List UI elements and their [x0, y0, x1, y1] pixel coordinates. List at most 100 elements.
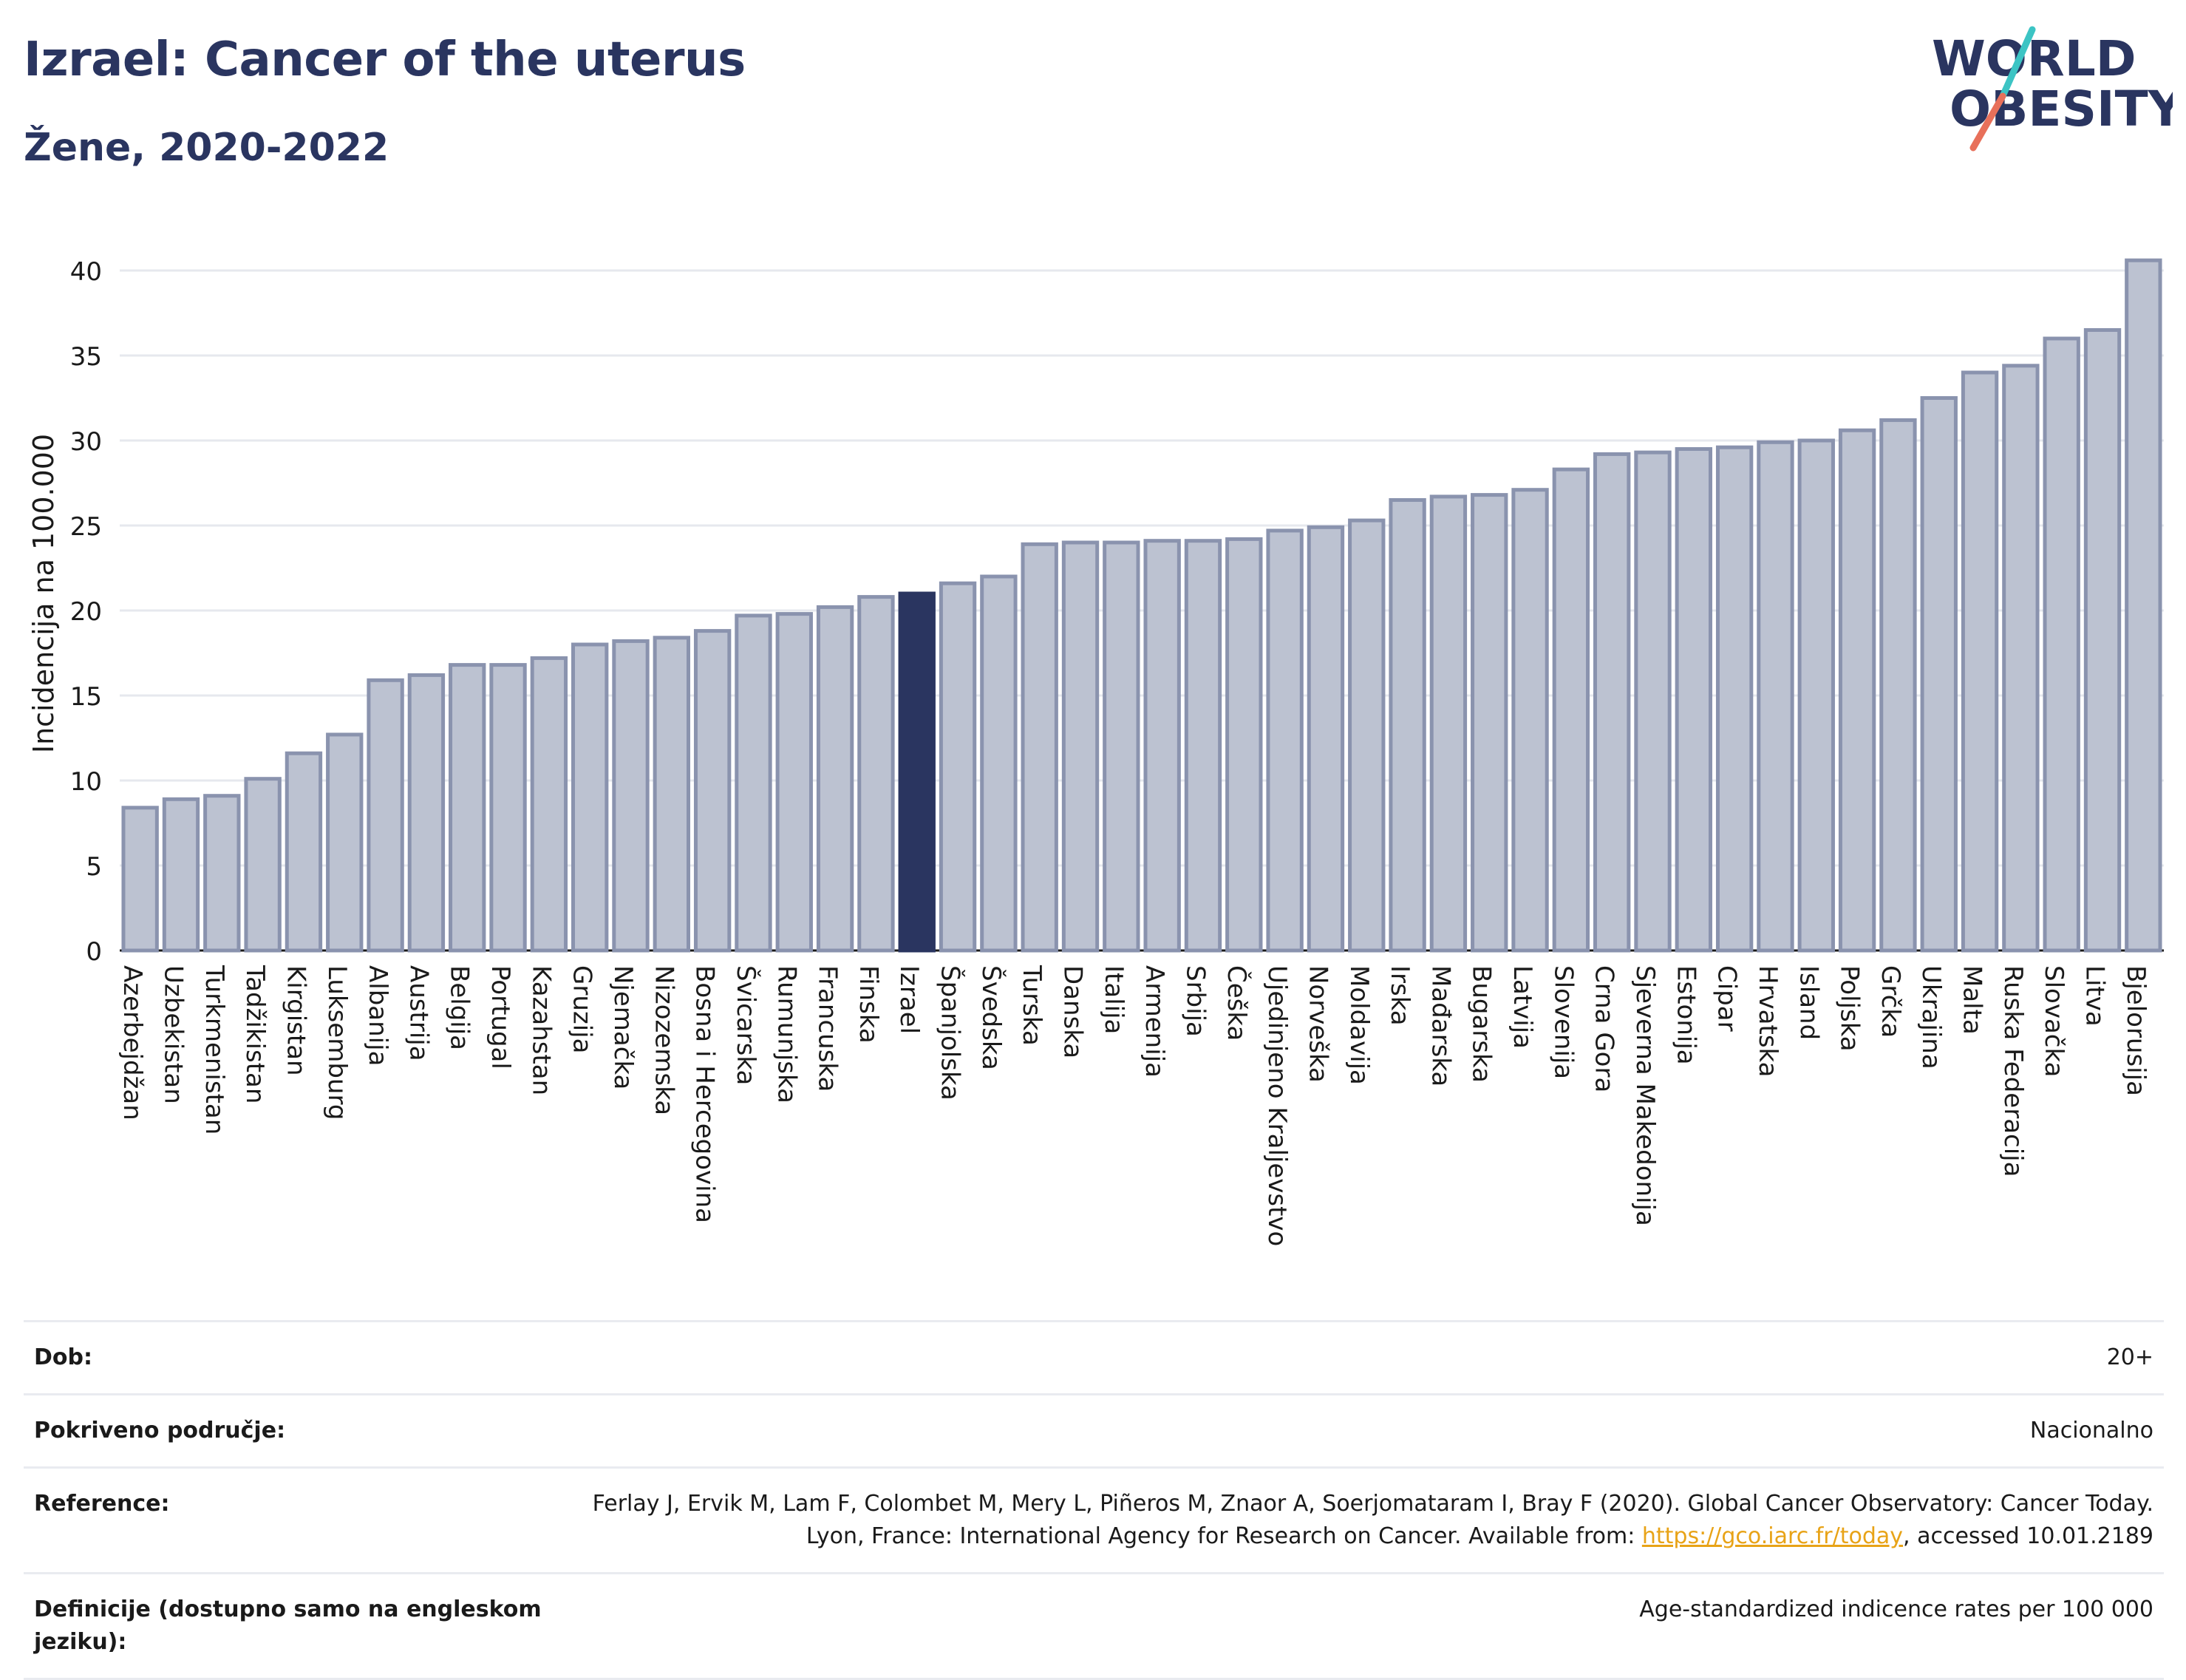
bar [285, 751, 323, 953]
bar [1103, 540, 1140, 953]
meta-row-age: Dob: 20+ [24, 1321, 2164, 1395]
x-tick-label: Švicarska [731, 965, 761, 1085]
logo-stripe-teal [1999, 26, 2036, 100]
world-obesity-logo: WORLD OBESITY [1932, 26, 2173, 152]
bar [693, 629, 732, 953]
x-tick-label: Bjelorusija [2121, 965, 2151, 1096]
bar [1348, 518, 1386, 953]
meta-row-definitions: Definicije (dostupno samo na engleskom j… [24, 1573, 2164, 1679]
x-tick-label: Mađarska [1426, 965, 1455, 1086]
bar [1021, 542, 1058, 953]
y-tick-label: 30 [70, 427, 102, 457]
x-tick-label: Malta [1958, 965, 1987, 1035]
y-tick-label: 0 [86, 937, 102, 967]
bar [1838, 428, 1876, 953]
bar [244, 777, 282, 953]
bar [2002, 364, 2040, 953]
bar [1634, 450, 1672, 953]
x-tick-label: Rumunjska [772, 965, 801, 1103]
bar [612, 639, 650, 953]
x-tick-label: Turkmenistan [200, 965, 229, 1135]
bar [653, 636, 691, 953]
bar [162, 797, 200, 953]
x-tick-label: Francuska [813, 965, 842, 1092]
x-tick-label: Uzbekistan [158, 965, 188, 1104]
bar [2125, 258, 2162, 953]
bar [816, 605, 854, 953]
reference-text: Ferlay J, Ervik M, Lam F, Colombet M, Me… [592, 1491, 2153, 1549]
x-tick-label: Azerbejdžan [118, 965, 147, 1120]
x-tick-label: Latvija [1508, 965, 1537, 1049]
meta-label: Reference: [34, 1491, 170, 1517]
bar [1389, 498, 1426, 953]
bar [1879, 418, 1917, 953]
x-tick-label: Grčka [1876, 965, 1905, 1038]
bar [1757, 440, 1794, 953]
bar [367, 678, 404, 953]
bar [203, 794, 241, 953]
bar [857, 595, 895, 953]
x-tick-label: Španjolska [936, 965, 966, 1101]
x-tick-label: Tadžikistan [240, 965, 270, 1103]
bar [1184, 539, 1222, 953]
x-tick-label: Luksemburg [322, 965, 352, 1120]
x-tick-label: Italija [1099, 965, 1128, 1034]
y-tick-label: 15 [70, 682, 102, 712]
x-tick-label: Ujedinjeno Kraljevstvo [1262, 965, 1292, 1246]
x-tick-label: Poljska [1835, 965, 1865, 1052]
bar [775, 612, 813, 953]
y-axis-label: Incidencija na 100.000 [27, 434, 60, 753]
bar [735, 613, 772, 953]
bar [2083, 328, 2122, 953]
bar [1920, 396, 1958, 953]
reference-suffix: , accessed 10.01.2189 [1903, 1523, 2153, 1549]
bar [1511, 488, 1549, 953]
meta-row-reference: Reference: Ferlay J, Ervik M, Lam F, Col… [24, 1467, 2164, 1574]
x-tick-label: Hrvatska [1753, 965, 1782, 1077]
x-tick-label: Njemačka [608, 965, 638, 1089]
bar [2043, 336, 2080, 953]
bar [1429, 494, 1468, 953]
bar [326, 732, 364, 953]
logo-word-world: WORLD [1932, 30, 2136, 87]
x-tick-label: Bugarska [1467, 965, 1497, 1083]
bar [1471, 493, 1508, 953]
meta-value: Ferlay J, Ervik M, Lam F, Colombet M, Me… [576, 1468, 2164, 1574]
x-tick-label: Danska [1058, 965, 1088, 1058]
logo-stripe-coral [1969, 92, 2006, 152]
bar [489, 663, 527, 953]
x-tick-label: Ruska Federacija [1998, 965, 2028, 1177]
meta-label: Pokriveno područje: [34, 1418, 286, 1443]
x-tick-label: Nizozemska [649, 965, 678, 1115]
x-tick-label: Estonija [1671, 965, 1700, 1065]
x-tick-label: Finska [854, 965, 883, 1044]
x-tick-label: Slovačka [2039, 965, 2068, 1077]
bar [1552, 467, 1590, 953]
x-tick-label: Albanija [363, 965, 392, 1066]
meta-value: Nacionalno [2029, 1418, 2153, 1443]
y-tick-label: 10 [70, 767, 102, 797]
x-tick-label: Moldavija [1344, 965, 1374, 1085]
bar [1675, 447, 1713, 953]
x-tick-label: Belgija [445, 965, 474, 1050]
x-tick-label: Norveška [1303, 965, 1332, 1083]
x-tick-label: Turska [1017, 965, 1046, 1046]
bar [449, 663, 486, 953]
bar [1797, 438, 1835, 953]
x-tick-label: Gruzija [568, 965, 597, 1053]
x-tick-label: Portugal [486, 965, 515, 1069]
x-tick-label: Kazahstan [526, 965, 556, 1095]
reference-link[interactable]: https://gco.iarc.fr/today [1641, 1523, 1904, 1549]
x-tick-label: Cipar [1712, 965, 1742, 1032]
bar [1225, 537, 1263, 953]
bar [980, 574, 1018, 953]
bar [1593, 452, 1631, 953]
meta-value: 20+ [2106, 1344, 2153, 1370]
meta-value: Age-standardized indicence rates per 100… [1639, 1596, 2153, 1622]
chart-subtitle: Žene, 2020-2022 [24, 126, 389, 170]
chart-title: Izrael: Cancer of the uterus [24, 33, 746, 87]
x-tick-label: Armenija [1140, 965, 1169, 1078]
x-tick-label: Litva [2080, 965, 2110, 1027]
bar [1143, 539, 1181, 953]
bar [1307, 525, 1345, 953]
